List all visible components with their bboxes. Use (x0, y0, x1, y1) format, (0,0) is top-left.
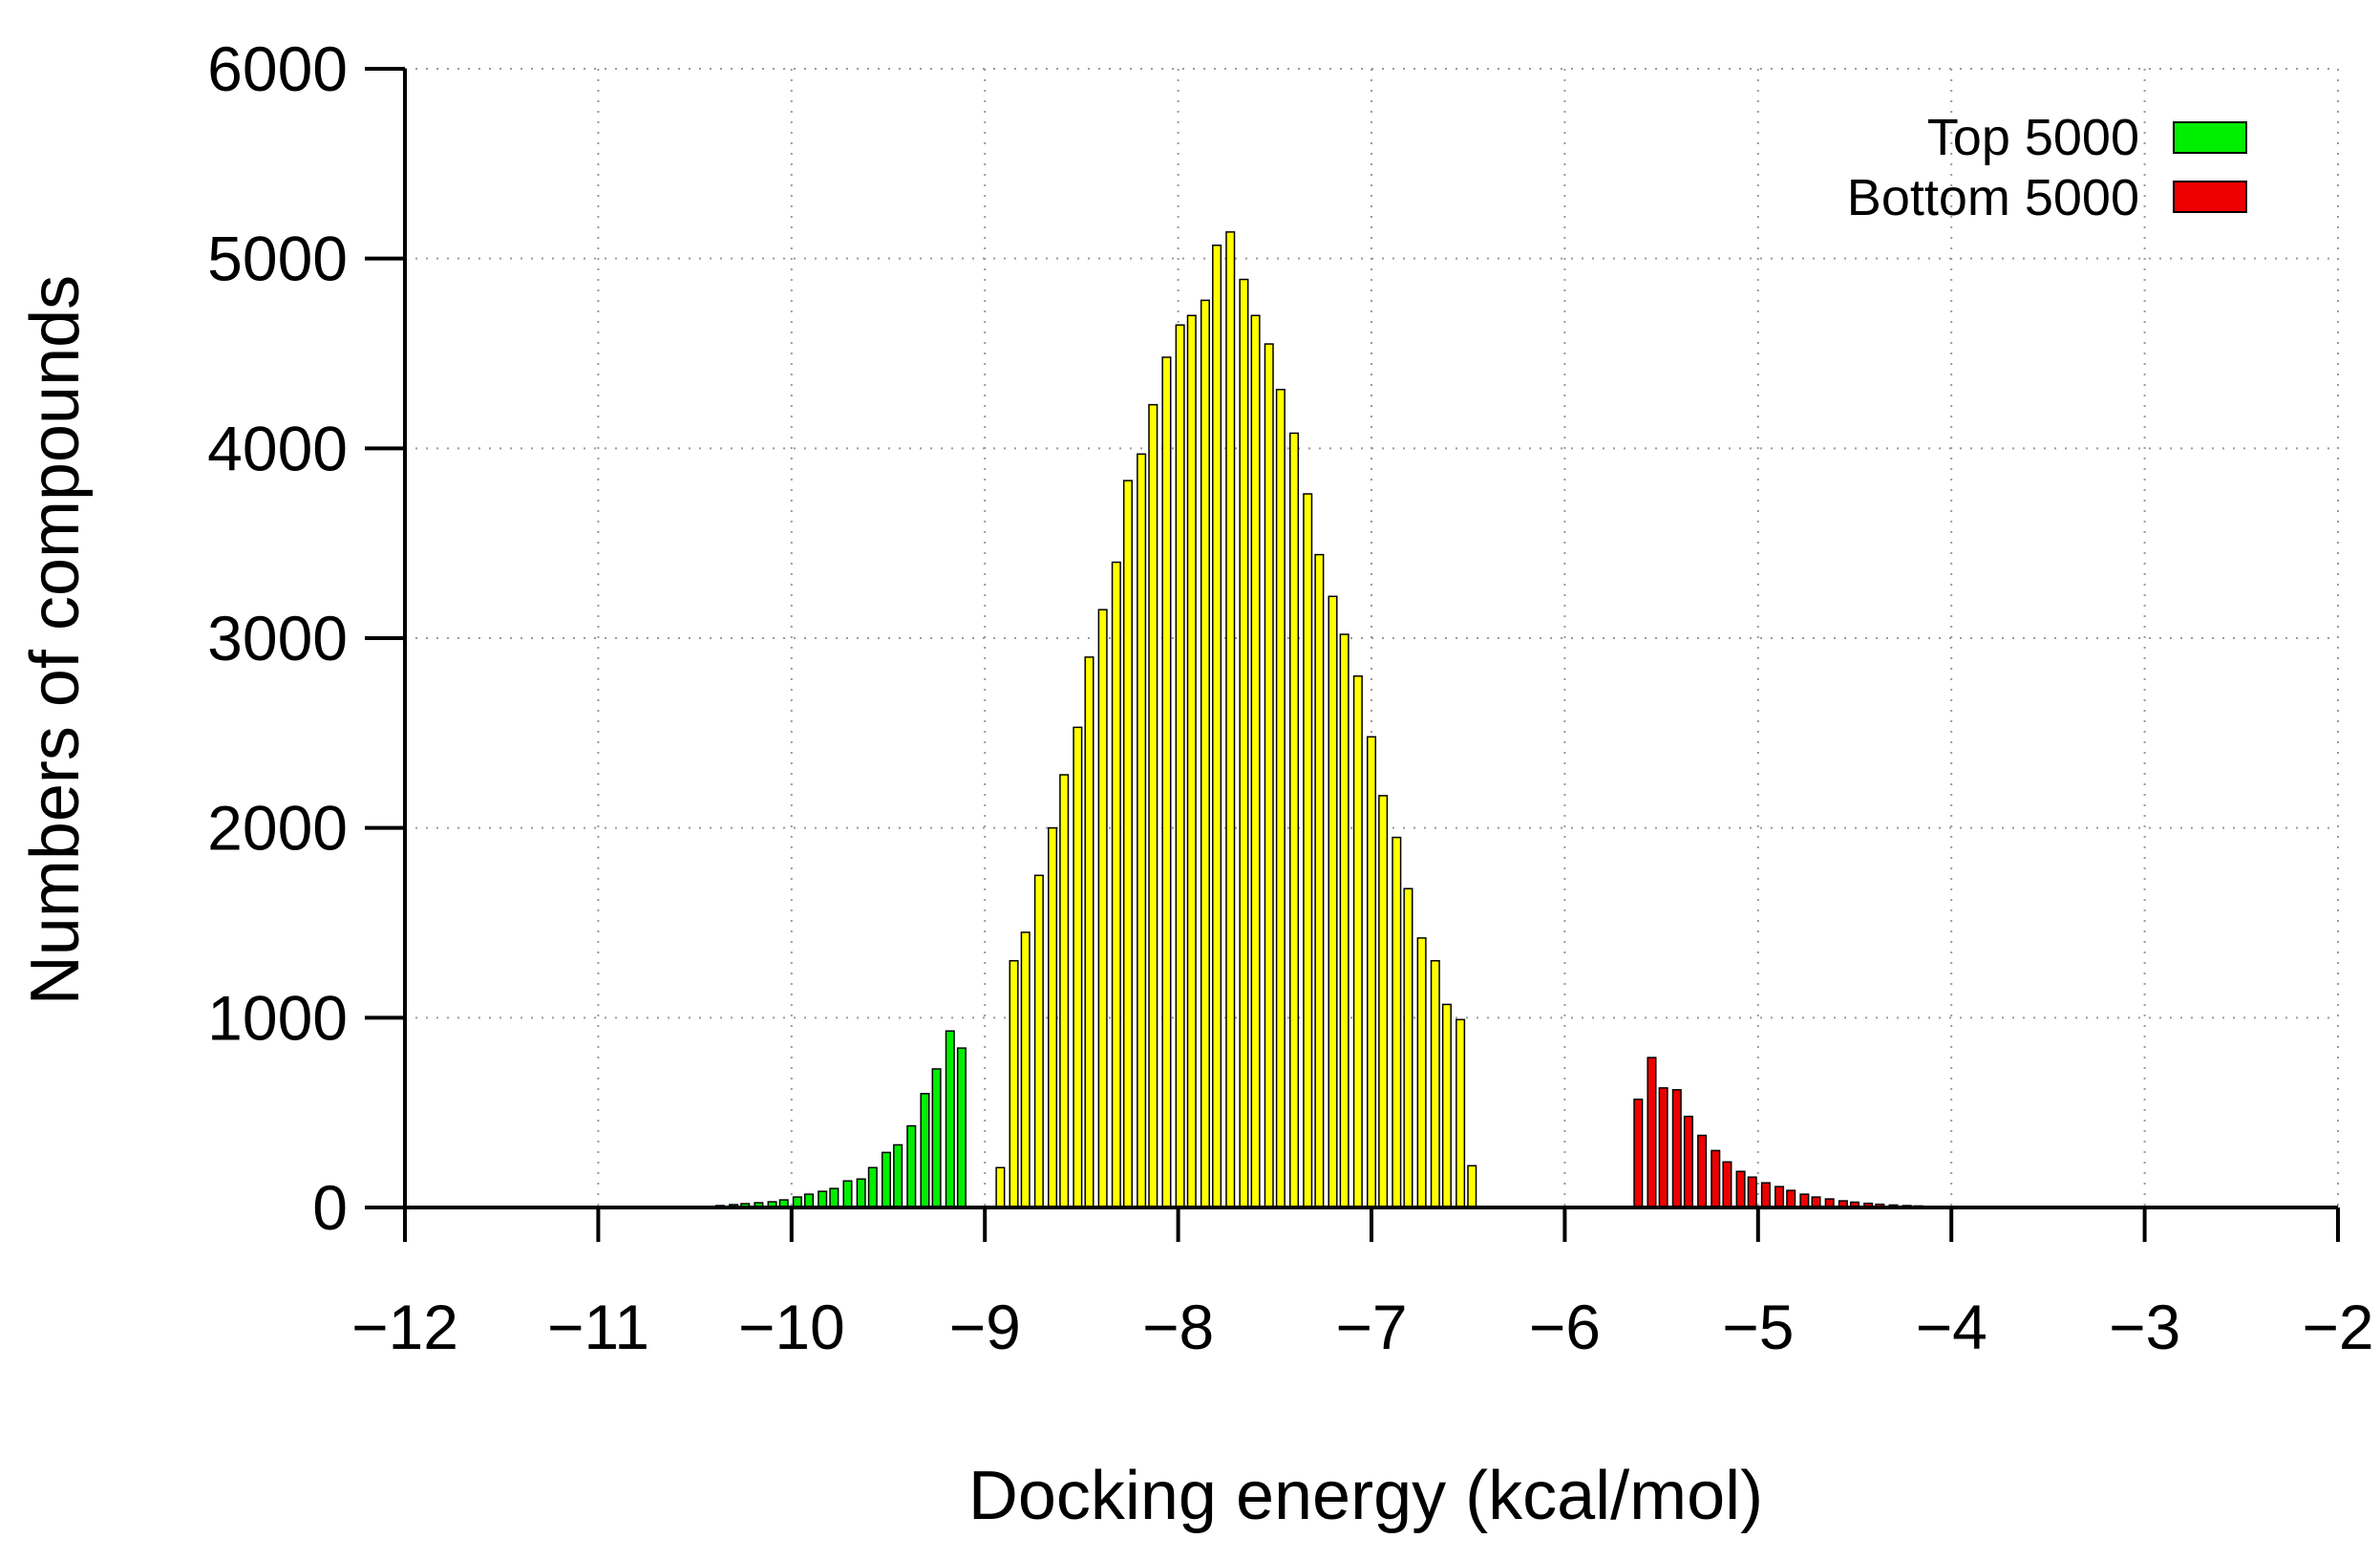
histogram-bar (1225, 231, 1236, 1208)
histogram-bar (1430, 959, 1440, 1208)
histogram-bar (1328, 595, 1338, 1208)
histogram-bar (1073, 726, 1083, 1208)
histogram-bar (818, 1190, 828, 1208)
y-axis-label: Numbers of compounds (17, 275, 94, 1005)
legend-swatch-top-5000 (2173, 121, 2247, 154)
x-tick-label: −5 (1722, 1292, 1794, 1362)
x-tick-label: −12 (351, 1292, 458, 1362)
histogram-bar (1352, 674, 1363, 1208)
y-tick-label: 4000 (207, 413, 348, 483)
histogram-bar (1633, 1099, 1644, 1208)
x-tick-label: −2 (2302, 1292, 2373, 1362)
x-axis-label: Docking energy (kcal/mol) (968, 1458, 1763, 1534)
y-tick-label: 2000 (207, 793, 348, 864)
legend-label-top-5000: Top 5000 (1927, 109, 2139, 166)
histogram-bar (1212, 245, 1222, 1208)
x-tick-label: −10 (738, 1292, 845, 1362)
histogram-bar (1084, 656, 1094, 1208)
histogram-bar (1403, 887, 1413, 1208)
histogram-bar (1735, 1170, 1746, 1208)
histogram-bar (1747, 1176, 1757, 1208)
x-tick-label: −6 (1529, 1292, 1601, 1362)
histogram-bar (1760, 1182, 1771, 1208)
histogram-bar (1275, 388, 1286, 1208)
histogram-bar (1416, 937, 1427, 1208)
histogram-bar (867, 1166, 878, 1208)
histogram-bar (1303, 493, 1313, 1208)
histogram-bar (893, 1143, 903, 1208)
histogram-bar (1264, 343, 1274, 1208)
histogram-bar (1059, 774, 1070, 1208)
y-tick-labels: 0 1000 2000 3000 4000 5000 6000 (207, 33, 348, 1243)
legend-swatch-bottom-5000 (2173, 181, 2247, 213)
histogram-bar (1148, 403, 1158, 1208)
x-tick-label: −7 (1335, 1292, 1407, 1362)
y-tick-label: 5000 (207, 224, 348, 294)
histogram-bar (1683, 1115, 1693, 1208)
x-tick-label: −11 (547, 1292, 649, 1362)
histogram-bar (906, 1124, 917, 1208)
x-tick-label: −4 (1916, 1292, 1987, 1362)
histogram-bar (1186, 314, 1197, 1208)
histogram-bar (1048, 826, 1058, 1208)
y-tick-label: 1000 (207, 982, 348, 1053)
y-tick-label: 6000 (207, 33, 348, 104)
histogram-bar (1799, 1193, 1810, 1208)
histogram-bar (956, 1047, 967, 1208)
histogram-bar (1786, 1189, 1796, 1208)
histogram-bar (1339, 633, 1349, 1208)
histogram-bar (1658, 1087, 1668, 1208)
histogram-bar (1161, 356, 1172, 1208)
histogram-bar (1289, 432, 1300, 1208)
histogram-bar (945, 1030, 955, 1208)
x-tick-label: −8 (1142, 1292, 1214, 1362)
histogram-bar (1175, 324, 1185, 1208)
histogram-bar (1647, 1057, 1657, 1208)
histogram-bar (931, 1068, 942, 1208)
histogram-bar (842, 1180, 853, 1208)
histogram-bar (803, 1193, 815, 1208)
histogram-bar (1097, 609, 1108, 1208)
legend-label-bottom-5000: Bottom 5000 (1847, 169, 2139, 226)
histogram-bar (1239, 278, 1249, 1208)
x-tick-labels: −12 −11 −10 −9 −8 −7 −6 −5 −4 −3 −2 (351, 1292, 2374, 1362)
tick-marks (365, 67, 2340, 1242)
histogram-bar (1111, 561, 1121, 1208)
histogram-bar (1314, 553, 1325, 1208)
histogram-bar (1711, 1149, 1721, 1208)
grid-lines (405, 68, 2339, 1207)
histogram-bar (1774, 1186, 1785, 1208)
histogram-bar (1441, 1003, 1452, 1208)
legend: Top 5000 Bottom 5000 (1847, 109, 2247, 226)
histogram-bar (1200, 299, 1210, 1208)
histogram-bar (995, 1166, 1006, 1208)
histogram-bar (1722, 1161, 1732, 1208)
histogram-bar (1456, 1018, 1466, 1208)
histogram-bar (856, 1178, 866, 1208)
histogram-bar (881, 1151, 892, 1208)
histogram-bar (1020, 931, 1031, 1208)
histogram-bar (1671, 1089, 1682, 1208)
histogram-bar (1697, 1134, 1708, 1208)
histogram-bar (1033, 874, 1044, 1208)
histogram-bar (1378, 795, 1389, 1208)
y-tick-label: 0 (312, 1172, 348, 1243)
histogram-bar (1137, 453, 1147, 1208)
histogram-bar (1392, 836, 1402, 1208)
histogram-bar (829, 1187, 839, 1208)
y-tick-label: 3000 (207, 603, 348, 673)
histogram-bar (1009, 959, 1019, 1208)
histogram-bar (1366, 736, 1377, 1208)
histogram-bar (1122, 480, 1134, 1208)
x-tick-label: −3 (2109, 1292, 2180, 1362)
x-tick-label: −9 (949, 1292, 1021, 1362)
histogram-bar (1467, 1165, 1477, 1208)
histogram-bar (920, 1093, 930, 1208)
histogram-bars (690, 231, 2001, 1209)
histogram-bar (1250, 314, 1261, 1208)
